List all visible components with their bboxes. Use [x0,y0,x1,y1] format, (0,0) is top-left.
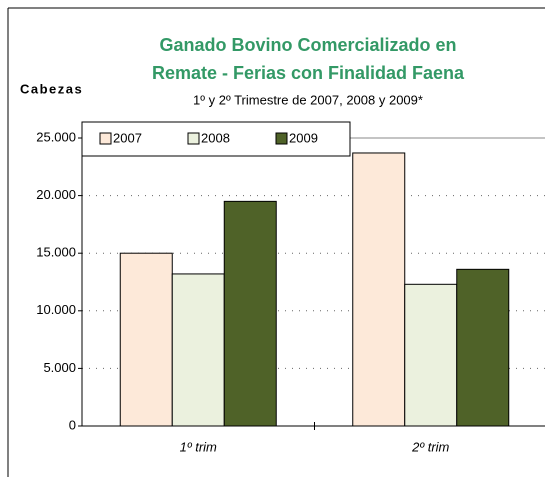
bar [352,152,406,427]
legend-label: 2008 [201,130,230,145]
y-tick-label: 0 [69,417,76,432]
chart-subtitle: 1º y 2º Trimestre de 2007, 2008 y 2009* [193,92,423,107]
chart-title: Remate - Ferias con Finalidad Faena [152,63,465,83]
legend-box [81,121,351,157]
bar [223,200,277,427]
y-tick-label: 10.000 [36,302,76,317]
bar [119,252,173,427]
legend-swatch [275,132,288,145]
y-tick-label: 15.000 [36,245,76,260]
bar [456,268,510,427]
x-tick-label: 2º trim [411,439,449,454]
legend-swatch [187,132,200,145]
legend-label: 2009 [289,130,318,145]
y-tick-label: 20.000 [36,187,76,202]
y-tick-label: 25.000 [36,129,76,144]
legend-label: 2007 [113,130,142,145]
bar [171,273,225,427]
x-tick-label: 1º trim [180,439,217,454]
y-axis-label: Cabezas [20,81,83,96]
bar [404,283,458,427]
legend-swatch [99,132,112,145]
chart-title: Ganado Bovino Comercializado en [159,35,456,55]
y-tick-label: 5.000 [43,360,76,375]
